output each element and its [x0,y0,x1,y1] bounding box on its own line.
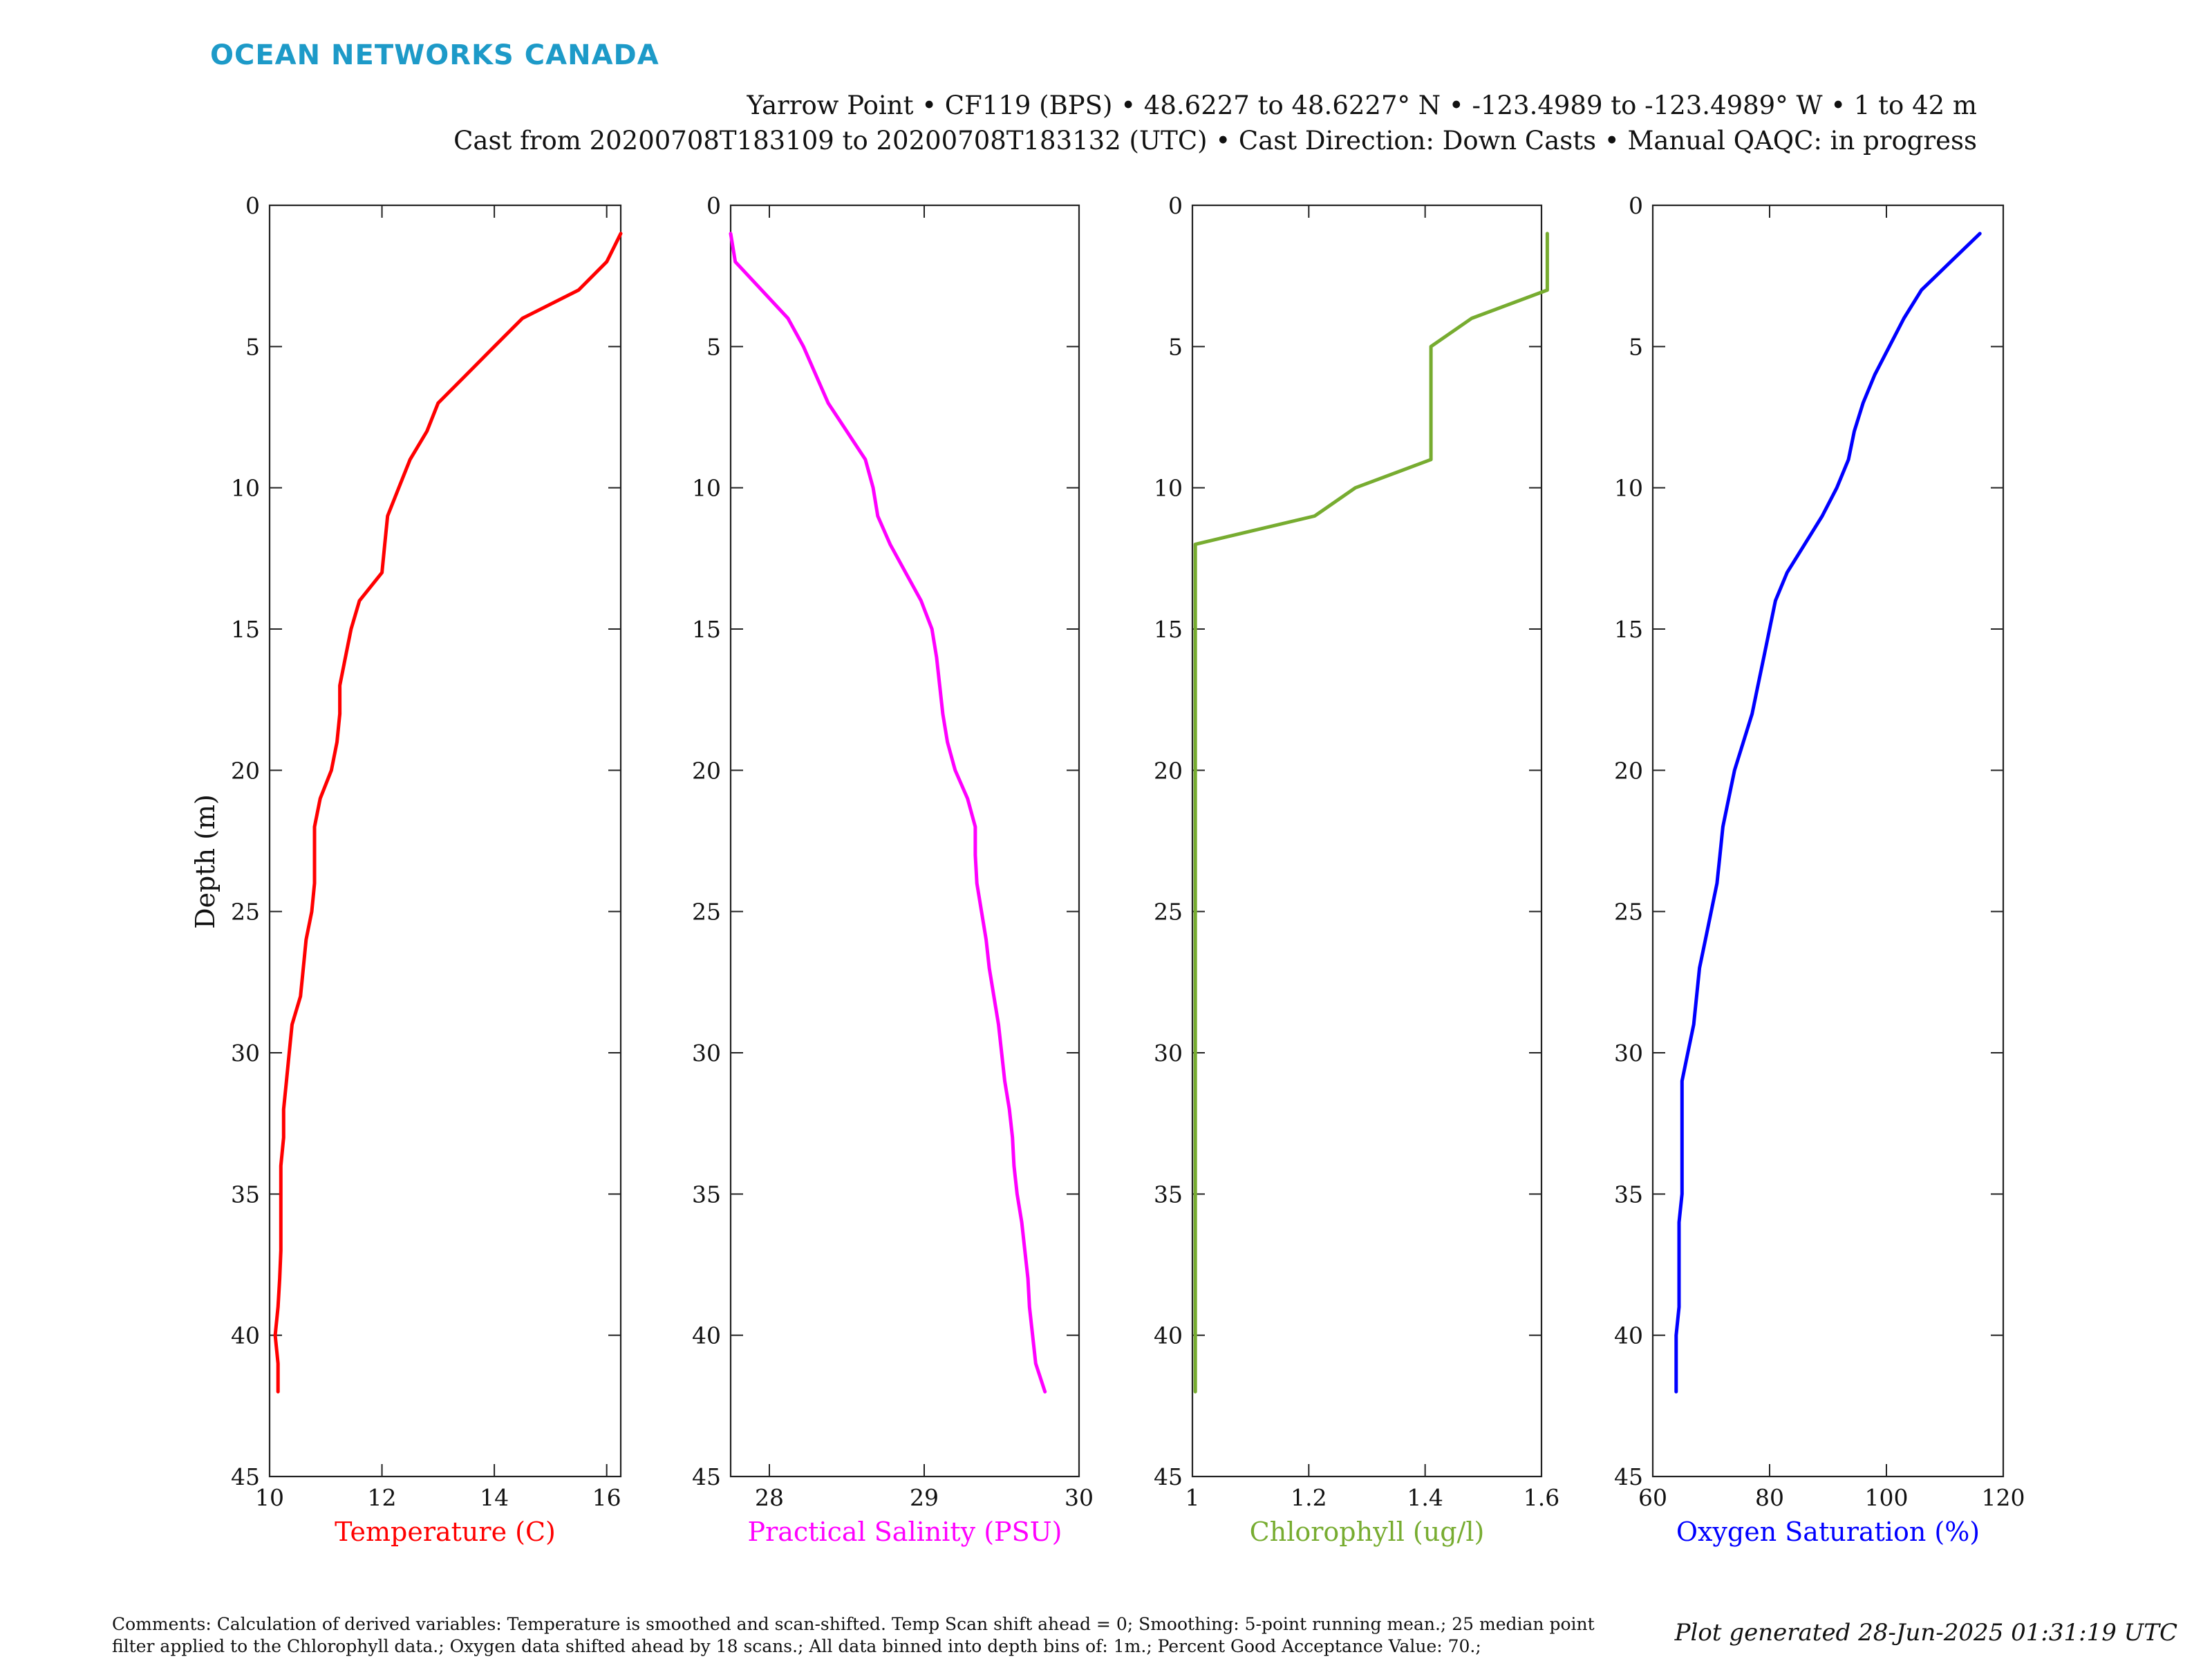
x-tick-label: 28 [755,1484,784,1511]
series-line [729,232,1047,1394]
y-tick-label: 25 [692,899,721,926]
y-tick-label: 20 [692,757,721,784]
x-tick-label: 29 [910,1484,939,1511]
y-tick-label: 40 [1154,1322,1183,1349]
x-tick-label: 120 [1982,1484,2025,1511]
x-tick-label: 1.6 [1524,1484,1559,1511]
x-axis-label: Chlorophyll (ug/l) [1250,1517,1485,1547]
y-tick-label: 15 [692,616,721,643]
footer-comments-line-2: filter applied to the Chlorophyll data.;… [112,1636,1481,1656]
y-tick-label: 35 [231,1181,260,1208]
y-tick-label: 15 [231,616,260,643]
y-tick-label: 25 [1614,899,1643,926]
brand-logo: OCEAN NETWORKS CANADA [210,39,659,71]
y-tick-label: 0 [1168,192,1183,219]
x-tick-label: 80 [1755,1484,1784,1511]
x-tick-label: 100 [1865,1484,1909,1511]
x-tick-label: 30 [1065,1484,1094,1511]
y-tick-label: 40 [1614,1322,1643,1349]
series-line [1193,232,1549,1394]
x-tick-label: 60 [1638,1484,1667,1511]
y-tick-label: 40 [692,1322,721,1349]
x-tick-label: 12 [368,1484,397,1511]
y-tick-label: 20 [231,757,260,784]
y-tick-label: 40 [231,1322,260,1349]
x-tick-label: 1.2 [1291,1484,1327,1511]
y-tick-label: 5 [1629,333,1643,360]
y-tick-label: 5 [245,333,260,360]
y-tick-label: 15 [1154,616,1183,643]
axes-box [1651,204,2005,1478]
plot-generated-timestamp: Plot generated 28-Jun-2025 01:31:19 UTC [1674,1619,2177,1647]
y-tick-label: 20 [1614,757,1643,784]
y-tick-label: 45 [1154,1463,1183,1490]
y-axis-label: Depth (m) [190,794,221,929]
y-tick-label: 25 [231,899,260,926]
footer-comments-line-1: Comments: Calculation of derived variabl… [112,1614,1595,1634]
y-tick-label: 35 [1154,1181,1183,1208]
y-tick-label: 30 [1154,1040,1183,1067]
y-tick-label: 25 [1154,899,1183,926]
axes-box [1191,204,1543,1478]
x-tick-label: 14 [480,1484,509,1511]
y-tick-label: 15 [1614,616,1643,643]
x-tick-label: 16 [592,1484,621,1511]
axes-box [729,204,1080,1478]
y-tick-label: 45 [692,1463,721,1490]
x-axis-label: Temperature (C) [335,1517,556,1547]
axes-box [268,204,622,1478]
y-tick-label: 5 [1168,333,1183,360]
x-axis-label: Practical Salinity (PSU) [748,1517,1062,1547]
y-tick-label: 0 [1629,192,1643,219]
y-tick-label: 10 [1154,475,1183,502]
header-line-1: Yarrow Point • CF119 (BPS) • 48.6227 to … [747,91,1977,120]
x-axis-label: Oxygen Saturation (%) [1676,1517,1980,1547]
y-tick-label: 10 [231,475,260,502]
x-tick-label: 10 [255,1484,284,1511]
y-tick-label: 0 [245,192,260,219]
y-tick-label: 0 [706,192,721,219]
series-line [1674,232,1982,1394]
y-tick-label: 45 [1614,1463,1643,1490]
y-tick-label: 35 [692,1181,721,1208]
x-tick-label: 1.4 [1407,1484,1443,1511]
y-tick-label: 30 [1614,1040,1643,1067]
y-tick-label: 5 [706,333,721,360]
header-line-2: Cast from 20200708T183109 to 20200708T18… [453,126,1977,156]
y-tick-label: 35 [1614,1181,1643,1208]
y-tick-label: 30 [692,1040,721,1067]
x-tick-label: 1 [1185,1484,1200,1511]
y-tick-label: 20 [1154,757,1183,784]
y-tick-label: 30 [231,1040,260,1067]
y-tick-label: 10 [692,475,721,502]
y-tick-label: 45 [231,1463,260,1490]
y-tick-label: 10 [1614,475,1643,502]
series-line [273,232,623,1394]
panel-3: 0 5 10 15 20 25 30 35 40 451 1.2 1.4 1.6 Chlorophyll … [1154,192,1559,1547]
